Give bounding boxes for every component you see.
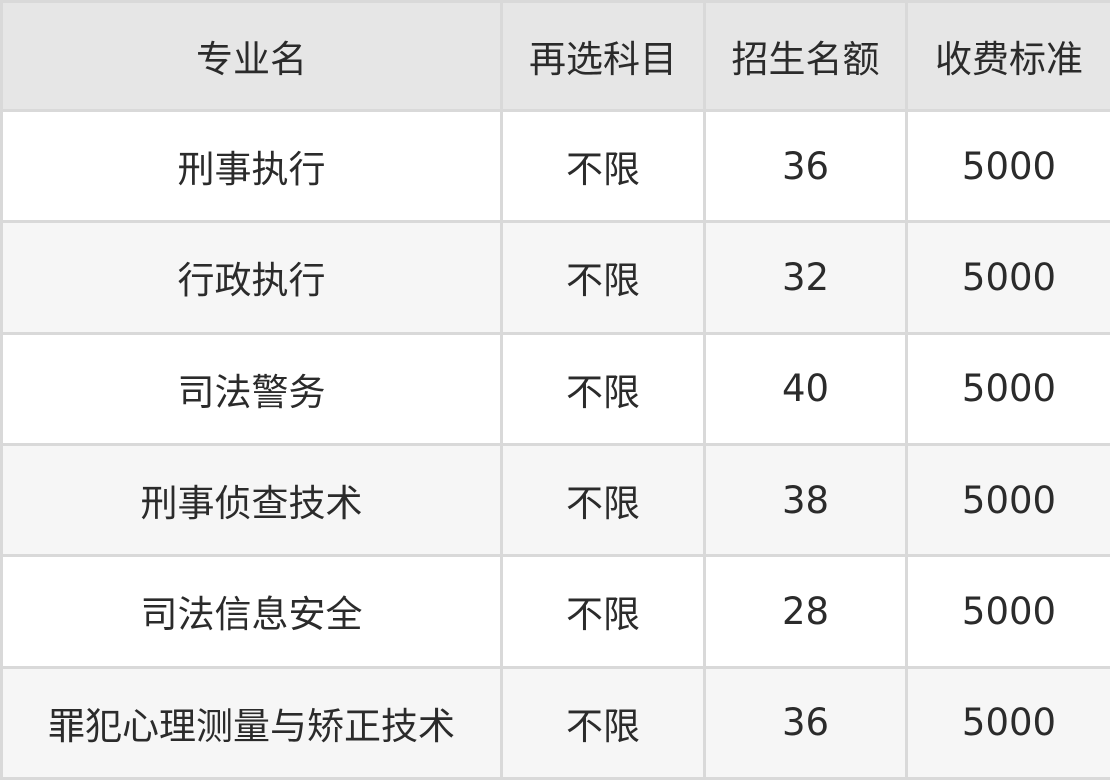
table-cell: 行政执行: [0, 220, 503, 335]
table-row: 司法信息安全 不限 28 5000: [0, 554, 1110, 669]
table-cell: 罪犯心理测量与矫正技术: [0, 665, 503, 780]
table-cell: 5000: [905, 331, 1110, 446]
column-header: 收费标准: [905, 0, 1110, 112]
column-header: 专业名: [0, 0, 503, 112]
table-cell: 32: [703, 220, 908, 335]
table-cell: 刑事执行: [0, 108, 503, 224]
table-cell: 5000: [905, 220, 1110, 335]
table-cell: 不限: [500, 220, 706, 335]
table-cell: 不限: [500, 331, 706, 446]
table-cell: 刑事侦查技术: [0, 442, 503, 558]
table-cell: 5000: [905, 442, 1110, 558]
table-cell: 不限: [500, 665, 706, 780]
table-cell: 28: [703, 554, 908, 669]
column-header: 招生名额: [703, 0, 908, 112]
table-row: 刑事侦查技术 不限 38 5000: [0, 442, 1110, 558]
table-row: 罪犯心理测量与矫正技术 不限 36 5000: [0, 665, 1110, 780]
table-cell: 36: [703, 108, 908, 224]
table-row: 司法警务 不限 40 5000: [0, 331, 1110, 446]
header-row: 专业名 再选科目 招生名额 收费标准: [0, 0, 1110, 112]
table-cell: 不限: [500, 442, 706, 558]
table-cell: 不限: [500, 108, 706, 224]
table-cell: 5000: [905, 554, 1110, 669]
table-cell: 司法警务: [0, 331, 503, 446]
table-cell: 不限: [500, 554, 706, 669]
table-cell: 司法信息安全: [0, 554, 503, 669]
table-row: 行政执行 不限 32 5000: [0, 220, 1110, 335]
column-header: 再选科目: [500, 0, 706, 112]
table-cell: 40: [703, 331, 908, 446]
table-cell: 38: [703, 442, 908, 558]
table-cell: 36: [703, 665, 908, 780]
table-row: 刑事执行 不限 36 5000: [0, 108, 1110, 224]
table-cell: 5000: [905, 665, 1110, 780]
table-cell: 5000: [905, 108, 1110, 224]
